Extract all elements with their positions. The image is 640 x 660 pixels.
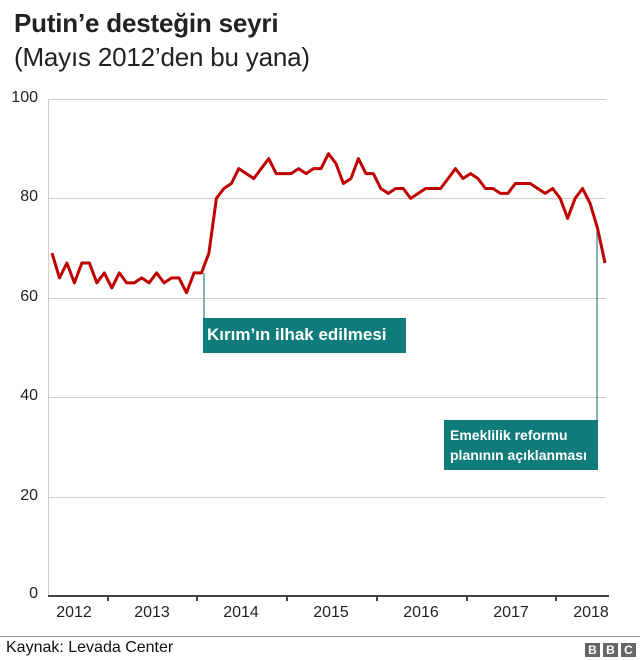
- annotation-pension-line2: planının açıklanması: [450, 447, 587, 463]
- y-tick-20: 20: [20, 487, 38, 504]
- annotation-crimea-label: Kırım’ın ilhak edilmesi: [207, 325, 387, 344]
- bbc-logo-b1: B: [585, 643, 600, 657]
- footer-divider: [0, 636, 640, 637]
- gridlines: [48, 99, 606, 596]
- y-tick-100: 100: [11, 89, 38, 106]
- x-tick-2015: 2015: [313, 604, 349, 621]
- x-tick-2017: 2017: [493, 604, 529, 621]
- x-tick-2016: 2016: [403, 604, 439, 621]
- x-tick-2013: 2013: [134, 604, 170, 621]
- y-tick-80: 80: [20, 188, 38, 205]
- annotation-crimea: Kırım’ın ilhak edilmesi: [203, 318, 406, 353]
- y-tick-0: 0: [29, 585, 38, 602]
- x-tick-2014: 2014: [223, 604, 259, 621]
- approval-line: [50, 152, 607, 295]
- x-axis: [48, 595, 609, 601]
- annotation-pension-line1: Emeklilik reformu: [450, 427, 568, 443]
- bbc-logo-c: C: [621, 643, 636, 657]
- chart-title: Putin’e desteğin seyri: [14, 8, 279, 38]
- x-tick-2012: 2012: [56, 604, 92, 621]
- annotation-pension-reform: Emeklilik reformu planının açıklanması: [444, 420, 598, 470]
- y-tick-40: 40: [20, 387, 38, 404]
- bbc-logo-b2: B: [603, 643, 618, 657]
- source-label: Kaynak: Levada Center: [6, 639, 174, 656]
- y-tick-60: 60: [20, 288, 38, 305]
- bbc-logo: B B C: [585, 643, 636, 657]
- x-tick-2018: 2018: [573, 604, 609, 621]
- chart-subtitle: (Mayıs 2012’den bu yana): [14, 42, 310, 72]
